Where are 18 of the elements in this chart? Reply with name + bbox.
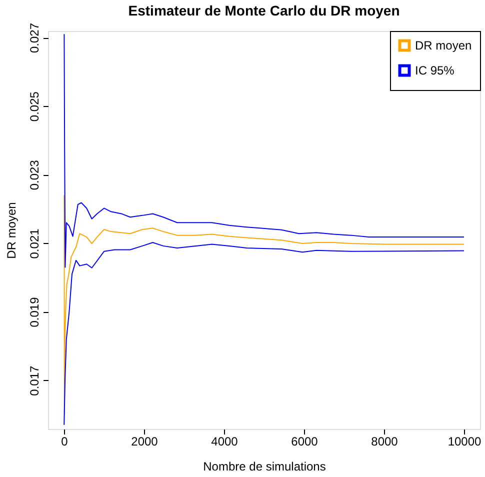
y-axis-title: DR moyen — [4, 202, 18, 259]
y-tick-label: 0.023 — [28, 160, 42, 190]
x-tick-label: 6000 — [291, 434, 318, 448]
x-tick-label: 10000 — [448, 434, 482, 448]
x-tick-label: 2000 — [131, 434, 158, 448]
legend-label: DR moyen — [415, 38, 472, 52]
x-tick-label: 8000 — [371, 434, 398, 448]
legend-label: IC 95% — [415, 64, 455, 78]
y-tick-label: 0.019 — [28, 296, 42, 328]
chart-title: Estimateur de Monte Carlo du DR moyen — [128, 2, 400, 18]
y-tick-label: 0.025 — [28, 91, 42, 122]
x-axis-title: Nombre de simulations — [203, 460, 326, 474]
y-tick-label: 0.027 — [28, 22, 42, 54]
x-tick-label: 0 — [61, 434, 68, 448]
line-series — [64, 242, 464, 426]
x-tick-label: 4000 — [211, 434, 238, 448]
y-tick-label: 0.021 — [28, 228, 42, 259]
y-tick-label: 0.017 — [28, 365, 42, 396]
